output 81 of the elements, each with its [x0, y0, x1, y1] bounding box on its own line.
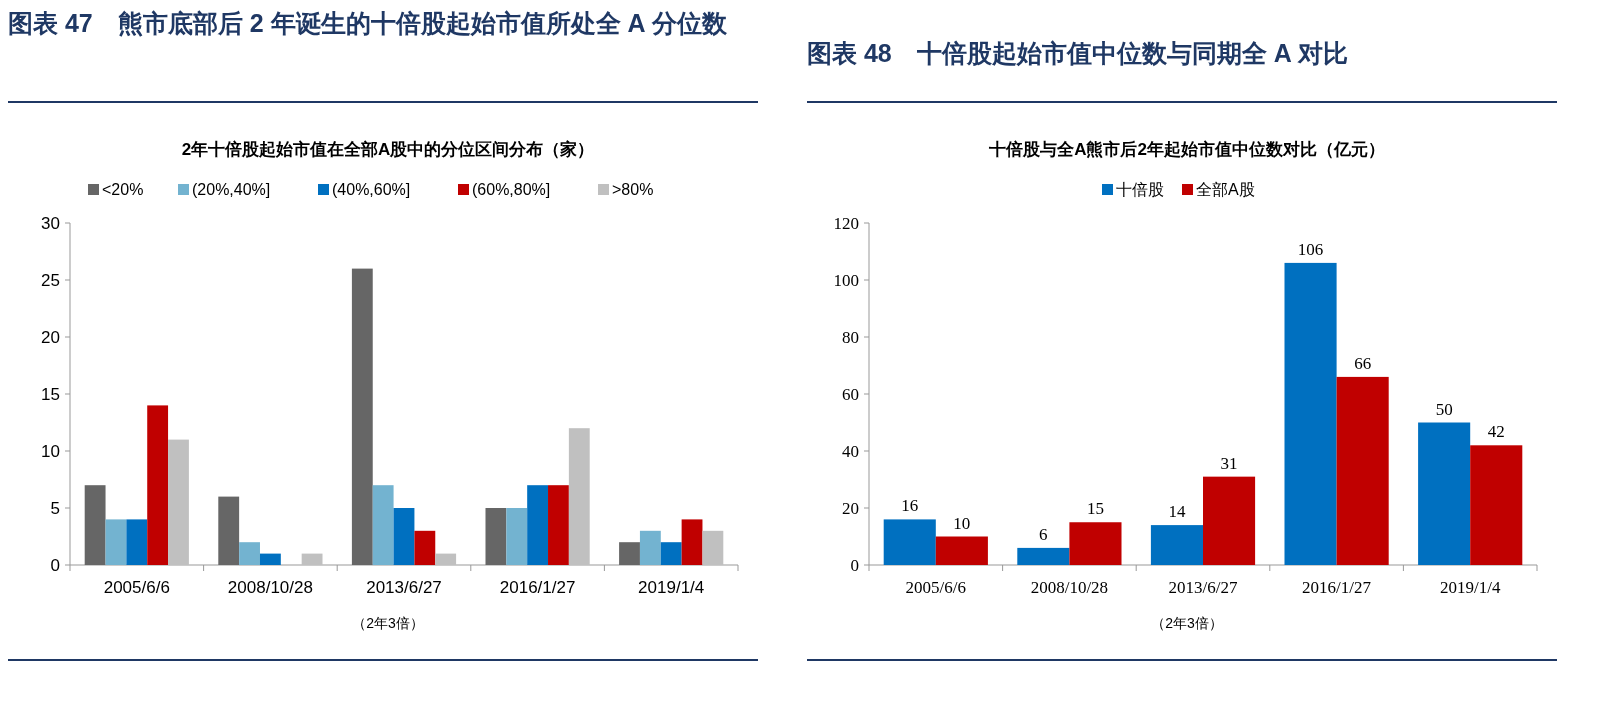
- bar: [660, 542, 682, 565]
- bar: [639, 530, 661, 565]
- y-tick-label: 30: [41, 214, 60, 233]
- bar: [1203, 476, 1256, 565]
- chart-title: 图表 47 熊市底部后 2 年诞生的十倍股起始市值所处全 A 分位数: [8, 8, 728, 39]
- bar: [168, 439, 189, 565]
- bar: [218, 496, 240, 565]
- y-tick-label: 0: [50, 556, 60, 575]
- bar: [1150, 525, 1203, 565]
- y-tick-label: 60: [842, 385, 859, 404]
- bar: [393, 508, 415, 565]
- bar: [1336, 376, 1389, 565]
- bar: [1470, 445, 1523, 565]
- bar: [414, 530, 436, 565]
- y-tick-label: 120: [833, 214, 859, 233]
- bar: [1069, 522, 1122, 565]
- bar: [883, 519, 936, 565]
- x-tick-label: 2016/1/27: [499, 578, 576, 597]
- bar: [435, 553, 457, 565]
- bar: [702, 530, 724, 565]
- x-tick-label: 2016/1/27: [1302, 578, 1372, 597]
- legend-label: 十倍股: [1116, 181, 1164, 198]
- legend-label: (20%,40%]: [192, 181, 271, 198]
- bar: [126, 519, 148, 565]
- data-label: 14: [1168, 502, 1186, 522]
- bar: [147, 405, 169, 565]
- y-tick-label: 5: [50, 499, 60, 518]
- bar: [301, 553, 323, 565]
- x-tick-label: 2005/6/6: [905, 578, 967, 597]
- y-tick-label: 25: [41, 271, 60, 290]
- x-tick-label: 2013/6/27: [366, 578, 442, 597]
- bar: [105, 519, 127, 565]
- legend-label: <20%: [102, 181, 144, 198]
- y-tick-label: 15: [41, 385, 60, 404]
- chart-title: 图表 48 十倍股起始市值中位数与同期全 A 对比: [807, 38, 1349, 69]
- chart-subtitle: 十倍股与全A熊市后2年起始市值中位数对比（亿元）: [988, 140, 1385, 159]
- bar: [1284, 262, 1337, 565]
- bar: [527, 485, 549, 565]
- bar: [506, 508, 528, 565]
- data-label: 31: [1220, 453, 1238, 473]
- x-axis-title: （2年3倍）: [1151, 615, 1223, 631]
- y-tick-label: 20: [41, 328, 60, 347]
- bar: [568, 428, 590, 565]
- legend-label: (40%,60%]: [332, 181, 411, 198]
- x-tick-label: 2008/10/28: [1030, 578, 1109, 597]
- bar: [239, 542, 260, 565]
- data-label: 16: [901, 496, 919, 516]
- data-label: 66: [1354, 353, 1372, 373]
- bar: [372, 485, 394, 565]
- legend-label: 全部A股: [1196, 181, 1255, 198]
- bar: [1418, 422, 1471, 565]
- data-label: 10: [953, 513, 971, 533]
- x-tick-label: 2013/6/27: [1168, 578, 1238, 597]
- bar: [485, 508, 507, 565]
- bar: [619, 542, 640, 565]
- chart-subtitle: 2年十倍股起始市值在全部A股中的分位区间分布（家）: [181, 140, 595, 159]
- bar: [351, 268, 373, 565]
- x-tick-label: 2008/10/28: [227, 578, 313, 597]
- bar: [259, 553, 281, 565]
- y-tick-label: 20: [842, 499, 859, 518]
- data-label: 42: [1487, 422, 1505, 442]
- bar: [84, 485, 106, 565]
- y-tick-label: 0: [850, 556, 859, 575]
- data-label: 6: [1039, 524, 1048, 544]
- x-tick-label: 2005/6/6: [103, 578, 170, 597]
- data-label: 15: [1086, 499, 1104, 519]
- bar: [1017, 547, 1070, 565]
- data-label: 106: [1297, 239, 1324, 259]
- bar: [935, 536, 988, 565]
- bar: [548, 485, 569, 565]
- y-tick-label: 10: [41, 442, 60, 461]
- legend-label: (60%,80%]: [472, 181, 551, 198]
- x-tick-label: 2019/1/4: [638, 578, 705, 597]
- data-label: 50: [1435, 399, 1453, 419]
- bar: [681, 519, 703, 565]
- legend-label: >80%: [612, 181, 654, 198]
- x-axis-title: （2年3倍）: [352, 615, 424, 631]
- x-tick-label: 2019/1/4: [1439, 578, 1501, 597]
- y-tick-label: 100: [833, 271, 859, 290]
- y-tick-label: 80: [842, 328, 859, 347]
- y-tick-label: 40: [842, 442, 859, 461]
